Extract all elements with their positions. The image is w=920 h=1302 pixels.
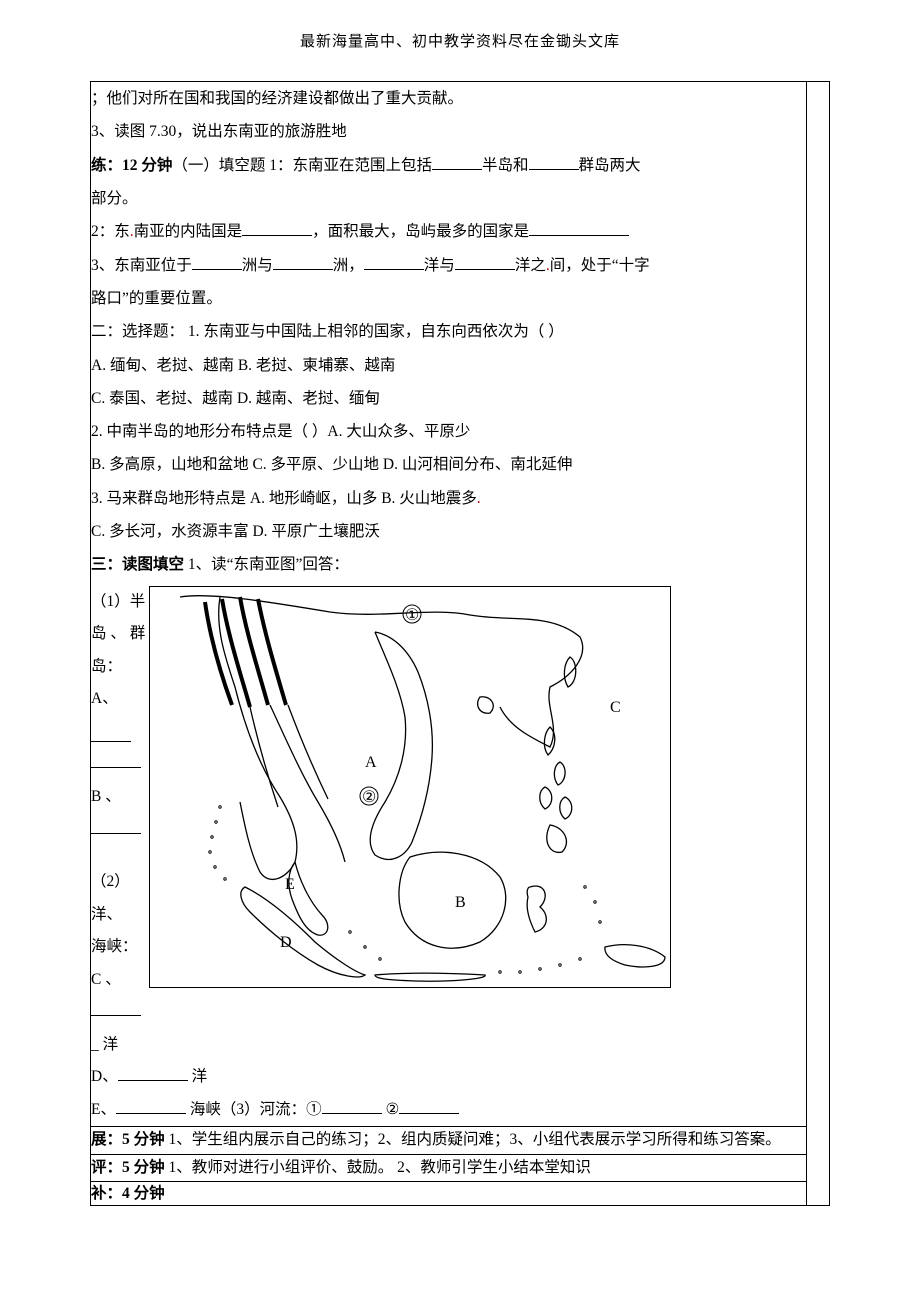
blank xyxy=(364,253,424,270)
blank xyxy=(399,1097,459,1114)
zhan-text: 展：5 分钟 1、学生组内展示自己的练习；2、组内质疑问难；3、小组代表展示学习… xyxy=(91,1127,806,1153)
mc-title: 二：选择题： 1. 东南亚与中国陆上相邻的国家，自东向西依次为（ ） xyxy=(91,315,806,348)
blank xyxy=(91,725,131,742)
blank xyxy=(91,817,141,834)
map-image: ① ② A B C D E xyxy=(149,586,671,988)
blank xyxy=(529,153,579,170)
t: 3、东南亚位于 xyxy=(91,257,192,274)
zhan-cell: 展：5 分钟 1、学生组内展示自己的练习；2、组内质疑问难；3、小组代表展示学习… xyxy=(91,1127,807,1154)
t: A、 xyxy=(91,683,149,748)
blank xyxy=(242,220,312,237)
blank xyxy=(455,253,515,270)
map-left-labels: （1）半 岛 、 群 岛： A、 B 、 （2）洋、 海峡： xyxy=(91,586,149,1029)
t: 洋 xyxy=(192,1068,208,1085)
t: 3. 马来群岛地形特点是 A. 地形崎岖，山多 B. 火山地震多 xyxy=(91,490,477,507)
t: A、 xyxy=(91,690,118,707)
fill1-text: （一）填空题 1：东南亚在范围上包括 xyxy=(172,157,432,174)
page: 最新海量高中、初中教学资料尽在金锄头文库 ；他们对所在国和我国的经济建设都做出了… xyxy=(0,0,920,1266)
t: 海峡（3）河流：① xyxy=(190,1101,322,1118)
ping-label: 评：5 分钟 xyxy=(91,1159,165,1176)
mc2-rest: B. 多高原，山地和盆地 C. 多平原、少山地 D. 山河相间分布、南北延伸 xyxy=(91,448,806,481)
blank xyxy=(529,220,629,237)
t: 洲， xyxy=(333,257,364,274)
map-row: （1）半 岛 、 群 岛： A、 B 、 （2）洋、 海峡： xyxy=(91,586,806,1029)
bu-cell: 补：4 分钟 xyxy=(91,1182,807,1206)
southeast-asia-map-svg: ① ② A B C D E xyxy=(149,586,671,988)
ping-text: 评：5 分钟 1、教师对进行小组评价、鼓励。 2、教师引学生小结本堂知识 xyxy=(91,1155,806,1181)
worksheet-table: ；他们对所在国和我国的经济建设都做出了重大贡献。 3、读图 7.30，说出东南亚… xyxy=(90,81,830,1206)
map-label-D: D xyxy=(280,934,292,951)
mc3b: C. 多长河，水资源丰富 D. 平原广土壤肥沃 xyxy=(91,515,806,548)
t: D、 xyxy=(91,1068,118,1085)
t: 南亚的内陆国是 xyxy=(134,223,243,240)
t: 岛： xyxy=(91,651,149,684)
t: 岛 、 群 xyxy=(91,618,149,651)
read-title: 三：读图填空 1、读“东南亚图”回答： xyxy=(91,548,806,581)
blank xyxy=(192,253,242,270)
fill-2: 2：东.南亚的内陆国是，面积最大，岛屿最多的国家是 xyxy=(91,215,806,248)
t: C 、 xyxy=(91,964,149,997)
read-after: 1、读“东南亚图”回答： xyxy=(188,556,349,573)
mc2: 2. 中南半岛的地形分布特点是（ ）A. 大山众多、平原少 xyxy=(91,415,806,448)
blank xyxy=(322,1097,382,1114)
t: C 、 xyxy=(91,971,121,988)
fill-1: 练：12 分钟（一）填空题 1：东南亚在范围上包括 半岛和 群岛两大 xyxy=(91,149,806,182)
map-label-B: B xyxy=(455,894,466,911)
t: （1）半 xyxy=(91,586,149,619)
t: ，面积最大，岛屿最多的国家是 xyxy=(312,223,529,240)
map-label-E: E xyxy=(285,876,295,893)
zhan-label: 展：5 分钟 xyxy=(91,1131,165,1148)
blank xyxy=(118,1065,188,1082)
t: 洲与 xyxy=(242,257,273,274)
read-title-bold: 三：读图填空 xyxy=(91,556,184,573)
fill-3: 3、东南亚位于洲与洲，洋与洋之.间，处于“十字 xyxy=(91,249,806,282)
blank xyxy=(116,1097,186,1114)
blank xyxy=(432,153,482,170)
fill-3b: 路口”的重要位置。 xyxy=(91,282,806,315)
intro-line-2: 3、读图 7.30，说出东南亚的旅游胜地 xyxy=(91,115,806,148)
t: 1、教师对进行小组评价、鼓励。 2、教师引学生小结本堂知识 xyxy=(169,1159,591,1176)
t: 2：东 xyxy=(91,223,130,240)
blank xyxy=(91,1000,141,1017)
t: 1、学生组内展示自己的练习；2、组内质疑问难；3、小组代表展示学习所得和练习答案… xyxy=(169,1131,781,1148)
lian-label: 练：12 分钟 xyxy=(91,157,172,174)
t: _ 洋 xyxy=(91,1029,806,1062)
mc3a: 3. 马来群岛地形特点是 A. 地形崎岖，山多 B. 火山地震多. xyxy=(91,482,806,515)
fill-1b: 部分。 xyxy=(91,182,806,215)
mc1-ab: A. 缅甸、老挝、越南 B. 老挝、柬埔寨、越南 xyxy=(91,349,806,382)
t: ② xyxy=(385,1101,399,1118)
t: 海峡： xyxy=(91,931,149,964)
map-label-C: C xyxy=(610,699,621,716)
blank xyxy=(273,253,333,270)
main-cell: ；他们对所在国和我国的经济建设都做出了重大贡献。 3、读图 7.30，说出东南亚… xyxy=(91,82,807,1127)
t: 间，处于“十字 xyxy=(550,257,650,274)
t: 洋之 xyxy=(515,257,546,274)
t: （2）洋、 xyxy=(91,866,149,931)
line-d: D、 洋 xyxy=(91,1061,806,1094)
t: B 、 xyxy=(91,788,121,805)
blank xyxy=(91,752,141,769)
t: 群岛两大 xyxy=(579,157,641,174)
map-label-A: A xyxy=(365,754,377,771)
ping-cell: 评：5 分钟 1、教师对进行小组评价、鼓励。 2、教师引学生小结本堂知识 xyxy=(91,1154,807,1181)
t: 洋与 xyxy=(424,257,455,274)
mc1-cd: C. 泰国、老挝、越南 D. 越南、老挝、缅甸 xyxy=(91,382,806,415)
intro-line-1: ；他们对所在国和我国的经济建设都做出了重大贡献。 xyxy=(91,82,806,115)
after-map-block: _ 洋 D、 洋 E、 海峡（3）河流：① ② xyxy=(91,1029,806,1127)
t: E、 xyxy=(91,1101,116,1118)
red-dot-icon: . xyxy=(477,490,481,507)
line-e: E、 海峡（3）河流：① ② xyxy=(91,1094,806,1127)
t: 半岛和 xyxy=(482,157,529,174)
page-header: 最新海量高中、初中教学资料尽在金锄头文库 xyxy=(90,30,830,51)
side-empty-cell xyxy=(807,82,830,1206)
bu-text: 补：4 分钟 xyxy=(91,1182,806,1205)
t: B 、 xyxy=(91,781,149,814)
